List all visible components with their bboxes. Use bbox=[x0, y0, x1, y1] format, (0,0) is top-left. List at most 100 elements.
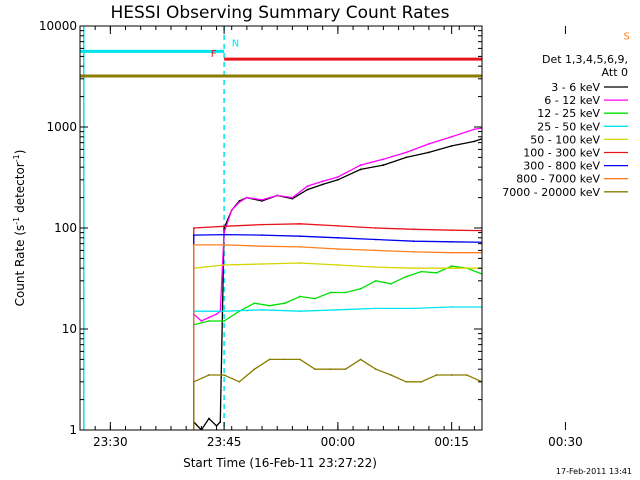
y-tick-label-2: 100 bbox=[54, 221, 77, 235]
series-point-8-4 bbox=[253, 368, 256, 371]
series-point-8-12 bbox=[374, 368, 377, 371]
series-point-2-2 bbox=[223, 320, 226, 322]
series-point-2-4 bbox=[253, 302, 256, 305]
y-axis-label-sup2: -1 bbox=[12, 154, 21, 162]
series-point-2-8 bbox=[314, 297, 317, 300]
series-point-7-1 bbox=[223, 244, 226, 246]
series-point-8-14 bbox=[405, 380, 408, 383]
series-point-6-4 bbox=[336, 236, 339, 239]
plot-area bbox=[80, 26, 482, 430]
series-point-4-1 bbox=[223, 264, 226, 266]
x-tick-label-4: 00:30 bbox=[548, 435, 583, 449]
legend-label-5: 100 - 300 keV bbox=[523, 147, 600, 160]
series-point-8-8 bbox=[314, 368, 317, 371]
legend-label-2: 12 - 25 keV bbox=[537, 107, 600, 120]
series-point-5-5 bbox=[374, 227, 377, 229]
series-point-0-5 bbox=[223, 227, 226, 229]
series-point-4-6 bbox=[412, 267, 415, 270]
series-point-2-10 bbox=[344, 291, 347, 294]
series-point-0-18 bbox=[428, 151, 430, 154]
series-line-1 bbox=[193, 127, 482, 322]
series-point-3-6 bbox=[412, 307, 415, 310]
series-point-1-2 bbox=[208, 316, 210, 319]
flag-label-2: S bbox=[624, 32, 630, 43]
series-point-0-19 bbox=[450, 144, 453, 147]
series-point-1-1 bbox=[200, 320, 203, 322]
series-point-4-3 bbox=[299, 262, 301, 264]
series-point-8-10 bbox=[344, 368, 347, 371]
y-tick-label-1: 10 bbox=[62, 322, 77, 336]
series-point-5-7 bbox=[450, 229, 453, 232]
legend-label-1: 6 - 12 keV bbox=[544, 94, 600, 107]
series-point-8-2 bbox=[223, 374, 226, 376]
series-point-1-16 bbox=[382, 158, 385, 161]
series-point-1-19 bbox=[450, 135, 453, 138]
legend-label-7: 800 - 7000 keV bbox=[516, 173, 600, 186]
series-point-5-3 bbox=[299, 222, 301, 225]
legend-label-4: 50 - 100 keV bbox=[530, 133, 600, 146]
series-point-8-7 bbox=[299, 358, 301, 361]
x-tick-label-0: 23:30 bbox=[93, 435, 128, 449]
series-point-8-9 bbox=[329, 368, 332, 371]
x-axis-label: Start Time (16-Feb-11 23:27:22) bbox=[183, 456, 377, 470]
series-point-6-7 bbox=[450, 240, 453, 243]
series-point-1-17 bbox=[405, 151, 408, 154]
series-point-5-2 bbox=[261, 223, 263, 226]
series-point-7-2 bbox=[261, 245, 263, 248]
series-point-1-20 bbox=[473, 128, 476, 131]
x-tick-label-1: 23:45 bbox=[207, 435, 242, 449]
legend-label-6: 300 - 800 keV bbox=[523, 160, 600, 173]
series-point-1-10 bbox=[276, 194, 279, 197]
series-point-0-14 bbox=[336, 178, 339, 181]
series-point-3-4 bbox=[336, 308, 339, 311]
series-point-5-4 bbox=[336, 224, 339, 227]
series-point-0-20 bbox=[473, 140, 476, 143]
y-axis-label-mid: detector bbox=[13, 162, 27, 217]
series-point-7-5 bbox=[374, 249, 377, 252]
series-point-6-1 bbox=[223, 233, 226, 236]
series-point-0-12 bbox=[306, 188, 309, 191]
series-point-1-12 bbox=[306, 185, 309, 187]
series-line-0 bbox=[193, 138, 482, 430]
y-axis: 1 10 100 1000 10000 bbox=[39, 19, 482, 437]
series-point-4-5 bbox=[374, 266, 377, 269]
series-point-8-13 bbox=[390, 374, 392, 376]
x-tick-label-3: 00:15 bbox=[434, 435, 469, 449]
series-point-2-7 bbox=[299, 295, 301, 298]
series-point-8-18 bbox=[465, 374, 468, 376]
series-point-0-17 bbox=[405, 156, 408, 159]
series-point-8-3 bbox=[238, 380, 241, 383]
series-point-8-6 bbox=[283, 358, 286, 361]
series-point-0-16 bbox=[382, 164, 385, 166]
series-point-0-4 bbox=[219, 421, 222, 423]
series-point-8-5 bbox=[268, 358, 271, 361]
series-point-6-6 bbox=[412, 240, 415, 243]
series-point-6-2 bbox=[261, 234, 263, 237]
series-point-2-5 bbox=[268, 304, 271, 307]
series-point-2-11 bbox=[359, 287, 362, 290]
series-point-8-0 bbox=[192, 380, 195, 383]
y-tick-label-4: 10000 bbox=[39, 19, 77, 33]
y-tick-label-0: 1 bbox=[69, 423, 77, 437]
series-point-1-15 bbox=[359, 164, 362, 166]
series-point-7-7 bbox=[450, 251, 453, 254]
flag-label-0: N bbox=[232, 38, 239, 49]
series-line-8 bbox=[193, 358, 482, 383]
series-point-2-13 bbox=[390, 282, 392, 285]
series-point-1-6 bbox=[230, 209, 233, 212]
series-point-3-3 bbox=[299, 310, 301, 313]
series-point-1-14 bbox=[336, 176, 339, 178]
series-point-4-2 bbox=[261, 263, 263, 265]
series-point-4-7 bbox=[450, 267, 453, 270]
series-point-7-4 bbox=[336, 248, 339, 250]
series-point-6-3 bbox=[299, 235, 301, 238]
series-point-8-11 bbox=[359, 358, 362, 361]
series-point-1-11 bbox=[291, 196, 294, 199]
y-axis-label-main: Count Rate (s bbox=[13, 225, 27, 307]
series-point-5-0 bbox=[192, 227, 195, 229]
series-point-7-3 bbox=[299, 245, 301, 248]
series-point-2-1 bbox=[208, 320, 210, 322]
